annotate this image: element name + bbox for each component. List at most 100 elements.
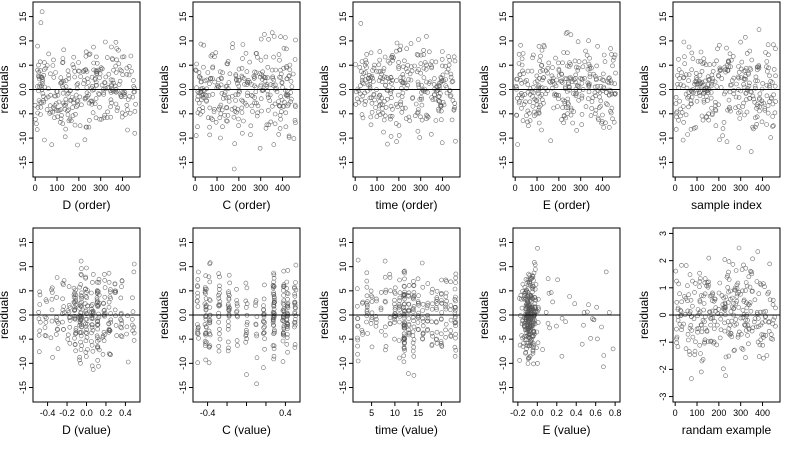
data-point bbox=[398, 43, 404, 49]
data-point bbox=[359, 112, 365, 117]
data-point bbox=[595, 336, 600, 342]
data-point bbox=[738, 75, 744, 80]
data-point bbox=[194, 298, 200, 304]
data-point bbox=[608, 110, 614, 116]
data-point bbox=[406, 371, 411, 376]
data-point bbox=[606, 125, 612, 130]
data-point bbox=[673, 127, 679, 132]
data-point bbox=[750, 124, 755, 130]
data-point bbox=[252, 74, 258, 80]
data-point bbox=[101, 301, 106, 307]
data-point bbox=[379, 79, 385, 84]
data-point bbox=[248, 132, 253, 137]
y-tick-label: -15 bbox=[18, 156, 28, 169]
data-point bbox=[113, 70, 119, 75]
data-point bbox=[392, 289, 397, 295]
data-point bbox=[61, 103, 67, 108]
data-point bbox=[101, 115, 107, 121]
data-point bbox=[380, 68, 386, 74]
data-point bbox=[675, 305, 681, 311]
data-point bbox=[709, 81, 714, 87]
data-point bbox=[603, 120, 608, 126]
data-point bbox=[243, 333, 249, 339]
data-point bbox=[388, 103, 394, 109]
data-point bbox=[731, 91, 737, 96]
data-point bbox=[404, 86, 409, 91]
data-point bbox=[685, 308, 691, 314]
data-point bbox=[367, 95, 373, 101]
data-point bbox=[710, 111, 715, 116]
data-point bbox=[293, 280, 298, 285]
data-point bbox=[745, 318, 750, 323]
data-point bbox=[773, 323, 778, 329]
data-point bbox=[32, 103, 38, 108]
data-point bbox=[579, 80, 585, 86]
data-point bbox=[266, 36, 271, 42]
x-axis-label: C (value) bbox=[222, 423, 271, 437]
data-point bbox=[234, 308, 240, 314]
y-tick-label: -15 bbox=[18, 381, 28, 394]
data-point bbox=[365, 299, 370, 304]
data-point bbox=[555, 104, 560, 109]
data-point bbox=[548, 138, 554, 143]
data-point bbox=[289, 96, 294, 102]
data-point bbox=[406, 283, 412, 288]
data-point bbox=[239, 97, 244, 103]
data-point bbox=[116, 61, 122, 67]
data-point bbox=[759, 332, 765, 337]
data-point bbox=[420, 316, 426, 321]
data-point bbox=[744, 305, 750, 311]
data-point bbox=[108, 311, 113, 316]
data-point bbox=[72, 304, 77, 310]
data-point bbox=[440, 72, 446, 78]
data-point bbox=[55, 327, 61, 333]
data-point bbox=[281, 268, 287, 274]
data-point bbox=[377, 57, 383, 63]
data-point bbox=[411, 290, 417, 295]
data-point bbox=[100, 333, 106, 339]
data-point bbox=[533, 297, 539, 303]
data-point bbox=[292, 284, 297, 290]
data-point bbox=[195, 97, 200, 102]
data-point bbox=[83, 67, 88, 72]
data-point bbox=[773, 46, 778, 52]
data-point bbox=[195, 322, 200, 327]
data-point bbox=[388, 134, 394, 139]
data-point bbox=[716, 42, 722, 48]
x-tick-label: 0 bbox=[193, 183, 198, 193]
data-point bbox=[226, 345, 231, 351]
data-point bbox=[738, 39, 743, 45]
data-point bbox=[536, 91, 541, 96]
data-point bbox=[284, 290, 290, 296]
data-point bbox=[576, 59, 582, 64]
data-point bbox=[283, 110, 289, 116]
y-tick-label: -10 bbox=[658, 132, 668, 145]
data-point bbox=[402, 325, 407, 331]
data-point bbox=[572, 58, 578, 64]
data-point bbox=[768, 135, 774, 140]
data-point bbox=[733, 301, 739, 306]
data-point bbox=[396, 66, 402, 71]
data-point bbox=[96, 363, 101, 369]
data-point bbox=[113, 39, 119, 45]
data-point bbox=[207, 297, 212, 302]
data-point bbox=[387, 60, 393, 66]
data-point bbox=[530, 94, 535, 99]
data-point bbox=[697, 309, 703, 315]
data-point bbox=[438, 117, 444, 122]
x-tick-label: 0.6 bbox=[589, 408, 602, 418]
data-point bbox=[383, 83, 388, 88]
y-axis-label: residuals bbox=[0, 65, 11, 113]
data-point bbox=[354, 303, 360, 309]
data-point bbox=[284, 320, 290, 326]
data-point bbox=[105, 109, 110, 115]
data-point bbox=[369, 101, 375, 106]
data-point bbox=[690, 56, 696, 62]
data-point bbox=[273, 67, 279, 73]
data-point bbox=[425, 114, 431, 120]
data-point bbox=[430, 286, 435, 292]
data-point bbox=[37, 84, 42, 89]
y-tick-label: 10 bbox=[178, 36, 188, 46]
data-point bbox=[429, 319, 435, 325]
